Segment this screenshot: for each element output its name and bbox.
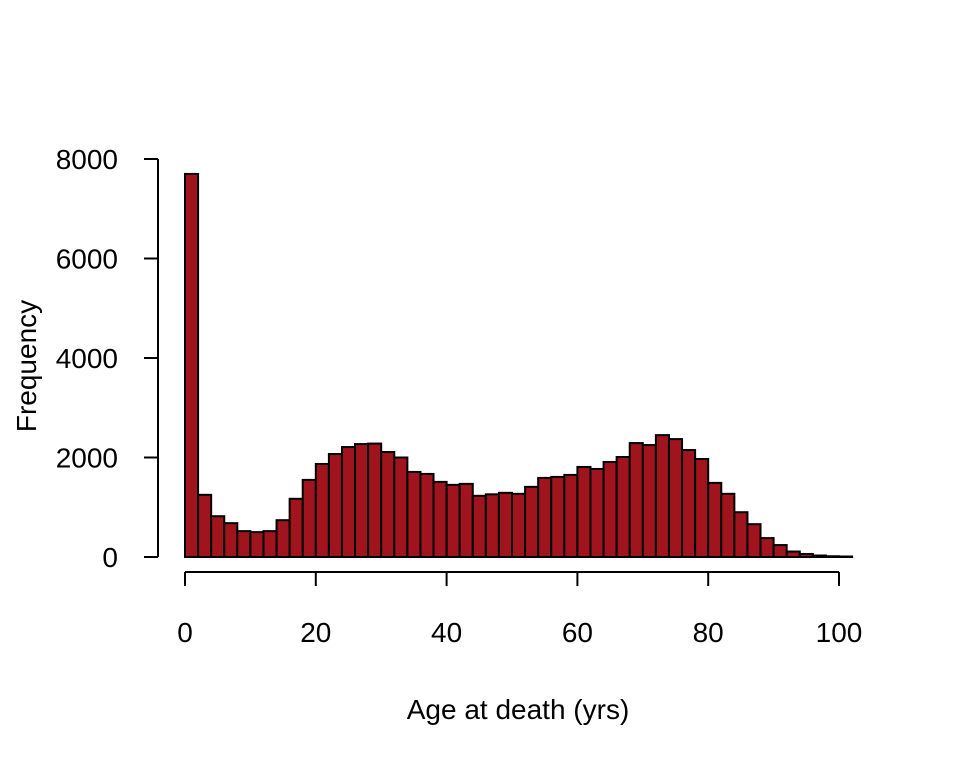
y-tick-label: 4000 [56, 343, 118, 374]
histogram-bar [747, 524, 760, 557]
x-tick-label: 40 [431, 617, 462, 648]
histogram-bar [316, 464, 329, 557]
histogram-bar [368, 444, 381, 557]
histogram-bar [185, 174, 198, 557]
x-axis-label: Age at death (yrs) [407, 694, 630, 725]
y-axis: 0 2000 4000 6000 8000 [56, 144, 158, 573]
histogram-bar [813, 556, 826, 557]
x-tick-label: 100 [816, 617, 863, 648]
histogram-bar [420, 474, 433, 557]
y-tick-label: 0 [102, 542, 118, 573]
histogram-bar [643, 445, 656, 557]
histogram-bar [355, 444, 368, 557]
histogram-bar [525, 487, 538, 557]
y-axis-label: Frequency [11, 300, 42, 432]
histogram-bar [617, 457, 630, 557]
histogram-bar [630, 443, 643, 557]
histogram-bar [211, 516, 224, 557]
histogram-bar [800, 554, 813, 557]
histogram-bar [460, 484, 473, 557]
histogram-bar [577, 467, 590, 557]
histogram-bar [447, 485, 460, 557]
histogram-bar [512, 494, 525, 557]
histogram-bar [198, 495, 211, 557]
histogram-bar [590, 469, 603, 557]
histogram-bar [564, 475, 577, 557]
histogram-bar [721, 494, 734, 557]
histogram-bar [826, 556, 839, 557]
histogram-bar [290, 499, 303, 557]
histogram-bar [499, 493, 512, 557]
histogram-bar [434, 482, 447, 557]
histogram-bar [237, 531, 250, 557]
x-axis: 0 20 40 60 80 100 [177, 572, 862, 648]
histogram-bar [303, 480, 316, 557]
histogram-bar [394, 458, 407, 558]
bars-group [185, 174, 852, 557]
histogram-bar [381, 452, 394, 557]
x-tick-label: 0 [177, 617, 193, 648]
histogram-bar [224, 523, 237, 557]
histogram-bar [761, 538, 774, 557]
x-tick-label: 20 [300, 617, 331, 648]
histogram-bar [250, 532, 263, 557]
histogram-bar [682, 450, 695, 557]
histogram-bar [538, 478, 551, 557]
histogram-bar [787, 552, 800, 557]
x-tick-label: 80 [693, 617, 724, 648]
histogram-bar [342, 447, 355, 557]
histogram-bar [604, 462, 617, 557]
histogram-bar [486, 494, 499, 557]
x-tick-label: 60 [562, 617, 593, 648]
histogram-bar [263, 531, 276, 557]
histogram-bar [277, 520, 290, 557]
y-tick-label: 6000 [56, 244, 118, 275]
histogram-bar [551, 477, 564, 557]
histogram-bar [656, 435, 669, 557]
histogram-bar [695, 459, 708, 557]
histogram-bar [708, 483, 721, 557]
histogram-bar [329, 454, 342, 557]
y-tick-label: 8000 [56, 144, 118, 175]
histogram-bar [774, 545, 787, 557]
y-tick-label: 2000 [56, 443, 118, 474]
histogram-bar [669, 439, 682, 557]
histogram-bar [473, 496, 486, 557]
histogram-bar [407, 472, 420, 557]
histogram-bar [734, 512, 747, 557]
